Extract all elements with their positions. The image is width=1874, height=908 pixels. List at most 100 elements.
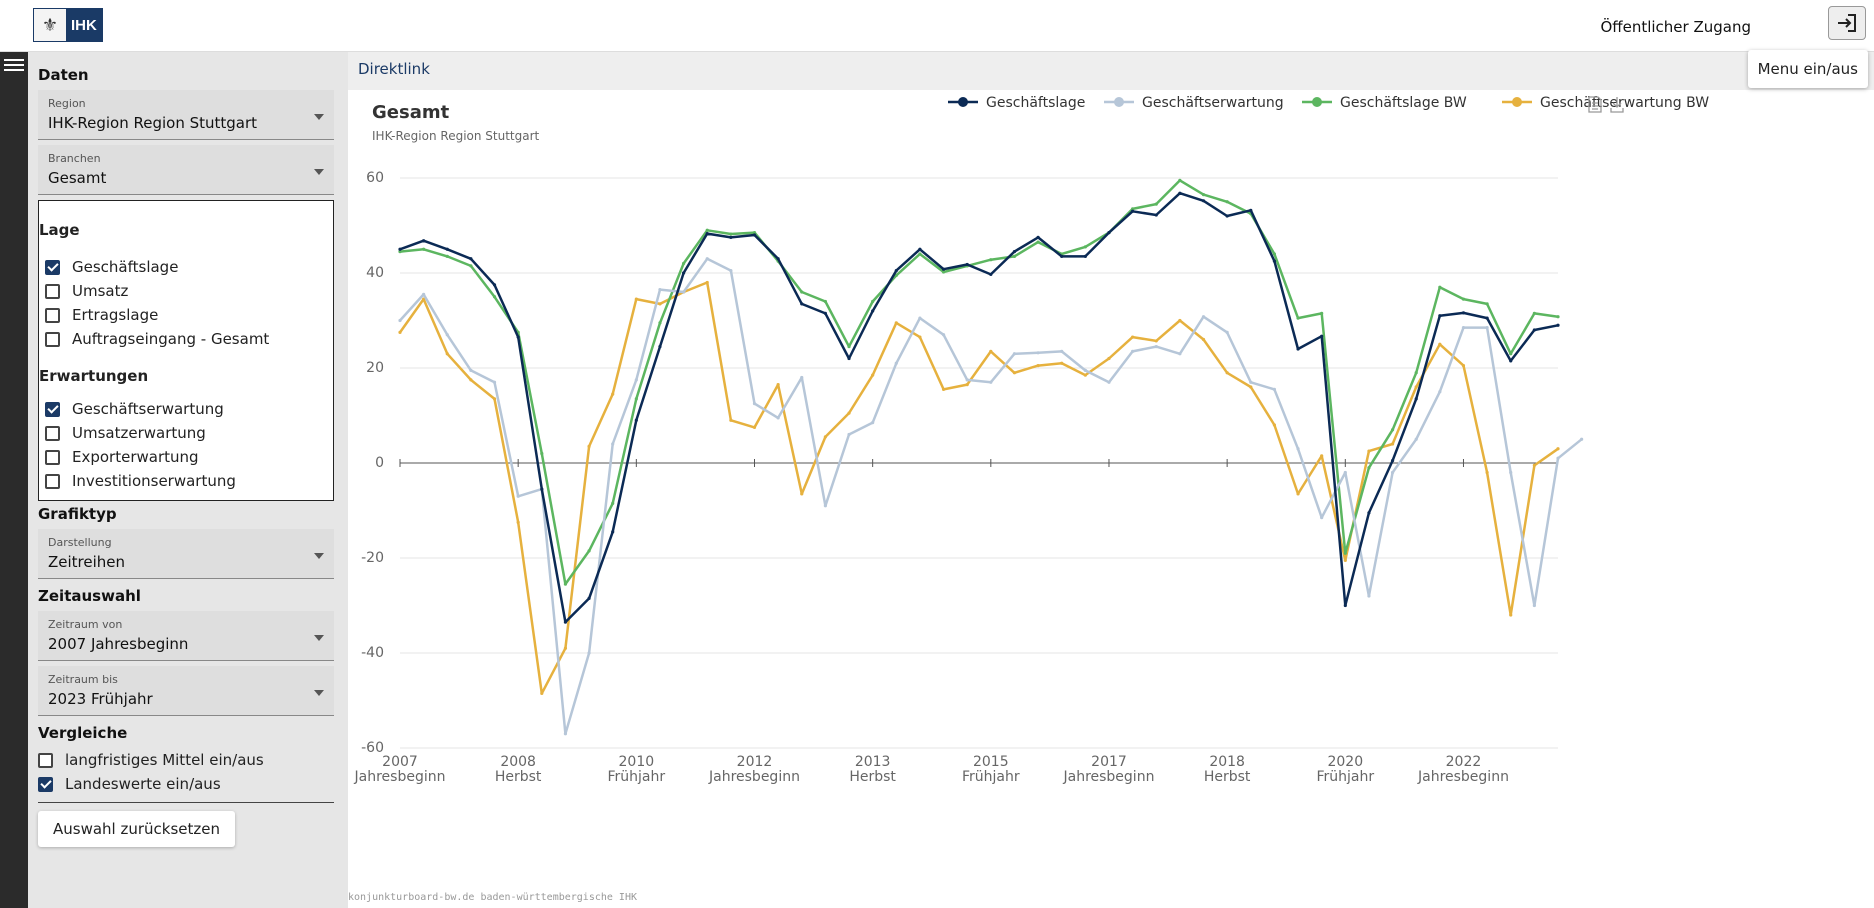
checkbox-row[interactable]: langfristiges Mittel ein/aus (38, 748, 334, 772)
data-point (894, 273, 898, 277)
data-point (1461, 311, 1466, 315)
data-point (918, 335, 922, 339)
data-point (1438, 390, 1442, 394)
data-point (445, 333, 449, 337)
branchen-select[interactable]: Branchen Gesamt (38, 145, 334, 195)
erwartungen-title: Erwartungen (39, 367, 149, 385)
data-point (540, 487, 544, 491)
checkbox-label: Umsatzerwartung (72, 424, 206, 442)
data-point (941, 333, 946, 337)
reset-selection-button[interactable]: Auswahl zurücksetzen (38, 811, 236, 847)
data-point (894, 321, 898, 325)
data-point (1036, 240, 1040, 244)
checkbox-row[interactable]: Umsatzerwartung (45, 421, 333, 445)
data-point (776, 383, 780, 387)
chevron-down-icon (314, 553, 324, 559)
checkbox-checked-icon[interactable] (45, 259, 60, 275)
x-tick-season: Herbst (1204, 769, 1251, 785)
main-topbar: Direktlink (348, 52, 1874, 90)
data-point (965, 262, 969, 267)
document-icon[interactable] (1588, 96, 1602, 113)
data-point (1131, 207, 1135, 211)
login-button[interactable] (1828, 6, 1866, 40)
data-point (1414, 385, 1418, 389)
zeitraum-bis-select[interactable]: Zeitraum bis 2023 Frühjahr (38, 666, 334, 716)
data-point (492, 295, 497, 299)
data-point (800, 290, 804, 294)
data-point (1367, 511, 1371, 515)
data-point (1249, 208, 1253, 212)
download-icon[interactable] (1610, 97, 1624, 113)
checkbox-row[interactable]: Auftragseingang - Gesamt (45, 327, 333, 351)
data-point (1414, 397, 1418, 401)
direktlink[interactable]: Direktlink (358, 60, 430, 78)
checkbox-unchecked-icon[interactable] (45, 283, 60, 299)
data-point (871, 309, 875, 313)
checkbox-row[interactable]: Exporterwartung (45, 445, 333, 469)
checkbox-unchecked-icon[interactable] (45, 449, 60, 465)
data-point (1532, 463, 1536, 467)
menu-toggle-icon[interactable] (4, 56, 24, 74)
x-tick-year: 2020 (1327, 754, 1363, 770)
data-point (1201, 199, 1206, 203)
data-point (1343, 470, 1347, 475)
data-point (752, 402, 757, 406)
checkbox-unchecked-icon[interactable] (45, 425, 60, 441)
legend-label: Geschäftslage BW (1340, 95, 1467, 111)
data-point (1154, 339, 1158, 343)
data-point (492, 380, 497, 384)
checkbox-unchecked-icon[interactable] (45, 331, 60, 347)
data-point (1438, 342, 1442, 346)
checkbox-label: langfristiges Mittel ein/aus (65, 751, 264, 769)
region-select[interactable]: Region IHK-Region Region Stuttgart (38, 90, 334, 140)
zeitraum-von-label: Zeitraum von (48, 618, 123, 631)
main-panel: Direktlink Gesamt IHK-Region Region Stutt… (344, 52, 1874, 908)
data-point (918, 252, 922, 256)
data-point (1178, 191, 1182, 195)
daten-title: Daten (38, 66, 89, 84)
checkbox-unchecked-icon[interactable] (38, 752, 53, 768)
data-point (1509, 470, 1513, 475)
darstellung-select[interactable]: Darstellung Zeitreihen (38, 529, 334, 579)
data-point (1438, 285, 1442, 289)
checkbox-label: Geschäftserwartung (72, 400, 224, 418)
data-point (989, 380, 993, 384)
data-point (681, 271, 686, 275)
series-line-0 (399, 191, 1559, 624)
data-point (1390, 470, 1395, 475)
data-point (1272, 423, 1277, 427)
checkbox-unchecked-icon[interactable] (45, 307, 60, 323)
checkbox-row[interactable]: Landeswerte ein/aus (38, 772, 334, 796)
data-point (1060, 361, 1064, 365)
left-rail (0, 52, 28, 908)
checkbox-row[interactable]: Ertragslage (45, 303, 333, 327)
data-point (1083, 245, 1087, 249)
legend-label: Geschäftserwartung (1142, 95, 1284, 111)
data-point (1532, 328, 1536, 332)
data-point (1131, 349, 1135, 353)
data-point (469, 368, 473, 372)
data-point (1083, 373, 1087, 377)
checkbox-row[interactable]: Geschäftslage (45, 255, 333, 279)
data-point (563, 582, 568, 586)
indicator-list[interactable]: Lage Geschäftslage Umsatz Ertragslage Auftr… (38, 200, 334, 501)
data-point (941, 270, 946, 274)
data-point (1178, 318, 1182, 323)
data-point (658, 288, 662, 292)
checkbox-row[interactable]: Geschäftserwartung (45, 397, 333, 421)
zeitraum-von-select[interactable]: Zeitraum von 2007 Jahresbeginn (38, 611, 334, 661)
data-point (1154, 345, 1158, 349)
data-point (1296, 492, 1300, 496)
checkbox-checked-icon[interactable] (45, 401, 60, 417)
data-point (1320, 311, 1324, 315)
footer-text: konjunkturboard-bw.de baden-württembergi… (348, 892, 1874, 908)
data-point (611, 392, 615, 396)
data-point (965, 383, 969, 387)
checkbox-row[interactable]: Umsatz (45, 279, 333, 303)
checkbox-unchecked-icon[interactable] (45, 473, 60, 489)
checkbox-row[interactable]: Investitionserwartung (45, 469, 333, 493)
checkbox-checked-icon[interactable] (38, 776, 53, 792)
ihk-logo[interactable]: ⚜ IHK (33, 8, 103, 42)
checkbox-label: Investitionserwartung (72, 472, 236, 490)
